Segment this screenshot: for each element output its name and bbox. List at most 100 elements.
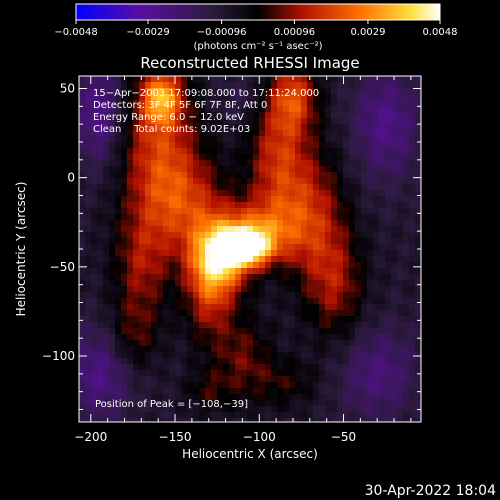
heatmap-cell (343, 94, 350, 101)
heatmap-cell (133, 400, 140, 407)
heatmap-cell (169, 232, 176, 239)
heatmap-cell (265, 316, 272, 323)
heatmap-cell (151, 76, 158, 83)
heatmap-cell (241, 298, 248, 305)
heatmap-cell (157, 190, 164, 197)
heatmap-cell (217, 250, 224, 257)
heatmap-cell (109, 256, 116, 263)
heatmap-cell (163, 286, 170, 293)
heatmap-cell (397, 160, 404, 167)
heatmap-cell (367, 286, 374, 293)
heatmap-cell (319, 328, 326, 335)
heatmap-cell (211, 244, 218, 251)
heatmap-cell (169, 118, 176, 125)
heatmap-cell (253, 292, 260, 299)
heatmap-cell (361, 340, 368, 347)
heatmap-cell (385, 100, 392, 107)
heatmap-cell (259, 250, 266, 257)
heatmap-cell (97, 412, 104, 419)
heatmap-cell (115, 130, 122, 137)
heatmap-cell (271, 274, 278, 281)
heatmap-cell (103, 232, 110, 239)
heatmap-cell (361, 382, 368, 389)
heatmap-cell (409, 340, 416, 347)
heatmap-cell (175, 214, 182, 221)
heatmap-cell (361, 226, 368, 233)
heatmap-cell (391, 268, 398, 275)
heatmap-cell (241, 238, 248, 245)
heatmap-cell (151, 106, 158, 113)
heatmap-cell (301, 352, 308, 359)
heatmap-cell (277, 238, 284, 245)
heatmap-cell (241, 100, 248, 107)
heatmap-cell (121, 196, 128, 203)
heatmap-cell (169, 244, 176, 251)
heatmap-cell (361, 166, 368, 173)
heatmap-cell (409, 190, 416, 197)
heatmap-cell (325, 214, 332, 221)
heatmap-cell (79, 274, 86, 281)
heatmap-cell (319, 106, 326, 113)
heatmap-cell (253, 196, 260, 203)
heatmap-cell (337, 88, 344, 95)
heatmap-cell (187, 412, 194, 419)
heatmap-cell (397, 250, 404, 257)
heatmap-cell (253, 298, 260, 305)
heatmap-cell (223, 226, 230, 233)
heatmap-cell (187, 118, 194, 125)
heatmap-cell (349, 364, 356, 371)
heatmap-cell (91, 244, 98, 251)
heatmap-cell (91, 340, 98, 347)
heatmap-cell (121, 406, 128, 413)
heatmap-cell (379, 226, 386, 233)
heatmap-cell (349, 202, 356, 209)
heatmap-cell (211, 292, 218, 299)
heatmap-cell (415, 358, 421, 365)
heatmap-cell (379, 298, 386, 305)
heatmap-cell (229, 142, 236, 149)
heatmap-cell (199, 148, 206, 155)
heatmap-cell (385, 124, 392, 131)
heatmap-cell (193, 148, 200, 155)
heatmap-cell (391, 400, 398, 407)
heatmap-cell (355, 190, 362, 197)
heatmap-cell (343, 406, 350, 413)
heatmap-cell (325, 208, 332, 215)
heatmap-cell (235, 238, 242, 245)
heatmap-cell (199, 154, 206, 161)
heatmap-cell (265, 244, 272, 251)
heatmap-cell (289, 400, 296, 407)
heatmap-cell (217, 106, 224, 113)
heatmap-cell (199, 406, 206, 413)
heatmap-cell (343, 268, 350, 275)
heatmap-cell (415, 376, 421, 383)
heatmap-cell (277, 148, 284, 155)
heatmap-cell (415, 184, 421, 191)
heatmap-cell (241, 112, 248, 119)
heatmap-cell (385, 148, 392, 155)
heatmap-cell (337, 196, 344, 203)
heatmap-cell (199, 220, 206, 227)
heatmap-cell (271, 166, 278, 173)
heatmap-cell (193, 322, 200, 329)
heatmap-cell (139, 202, 146, 209)
heatmap-cell (253, 406, 260, 413)
heatmap-cell (355, 244, 362, 251)
heatmap-cell (367, 148, 374, 155)
heatmap-cell (343, 382, 350, 389)
heatmap-cell (301, 304, 308, 311)
heatmap-cell (247, 118, 254, 125)
heatmap-cell (319, 148, 326, 155)
heatmap-cell (223, 370, 230, 377)
heatmap-cell (169, 148, 176, 155)
heatmap-cell (97, 274, 104, 281)
heatmap-cell (145, 370, 152, 377)
heatmap-cell (325, 292, 332, 299)
heatmap-cell (391, 172, 398, 179)
heatmap-cell (343, 76, 350, 83)
heatmap-cell (403, 190, 410, 197)
heatmap-cell (109, 412, 116, 419)
heatmap-cell (151, 376, 158, 383)
heatmap-cell (403, 370, 410, 377)
heatmap-cell (283, 370, 290, 377)
